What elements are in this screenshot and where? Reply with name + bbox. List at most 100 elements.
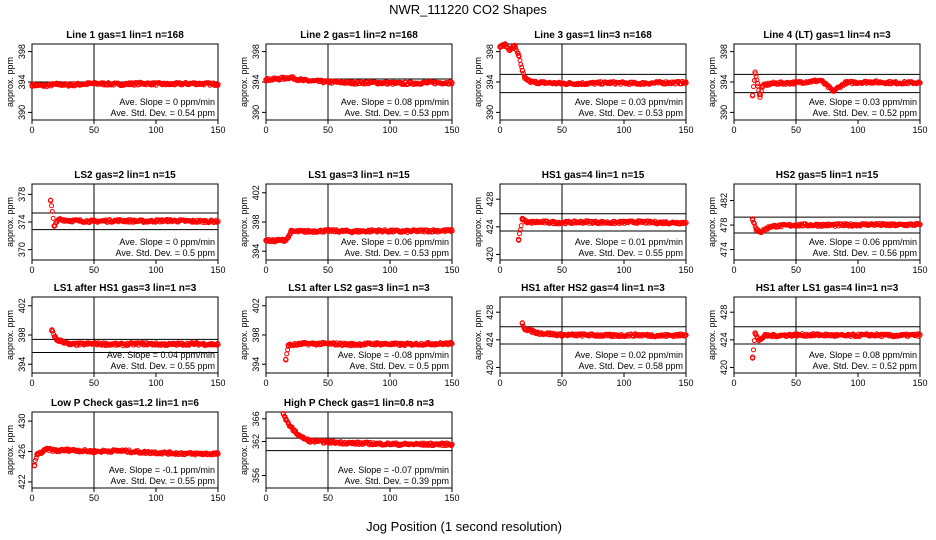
y-tick-label: 362 (251, 434, 261, 449)
std-dev-annotation: Ave. Std. Dev. = 0.52 ppm (813, 361, 917, 371)
data-point (49, 209, 55, 214)
data-point (528, 79, 534, 85)
y-axis-label: approx. ppm (473, 57, 483, 107)
data-point (658, 80, 664, 86)
x-tick-label: 50 (791, 125, 801, 135)
data-point (768, 333, 774, 339)
y-tick-label: 394 (251, 74, 261, 89)
data-point (300, 228, 306, 235)
data-point (66, 217, 72, 224)
y-tick-label: 398 (251, 44, 261, 59)
std-dev-annotation: Ave. Std. Dev. = 0.5 ppm (350, 361, 449, 371)
y-tick-label: 426 (17, 444, 27, 459)
y-tick-label: 390 (719, 105, 729, 120)
y-tick-label: 370 (17, 242, 27, 257)
panel-10: LS1 after LS2 gas=3 lin=1 n=3 0 50 100 150 39… (239, 283, 460, 388)
data-point (522, 75, 528, 81)
std-dev-annotation: Ave. Std. Dev. = 0.55 ppm (579, 248, 683, 258)
data-point (116, 341, 122, 348)
std-dev-annotation: Ave. Std. Dev. = 0.52 ppm (813, 108, 917, 118)
data-point (519, 67, 525, 74)
x-tick-label: 0 (263, 125, 268, 135)
data-point (424, 80, 430, 86)
slope-annotation: Ave. Slope = 0 ppm/min (119, 97, 215, 107)
data-point (41, 83, 48, 89)
x-tick-label: 0 (497, 265, 502, 275)
data-point (374, 80, 381, 86)
data-point (559, 332, 565, 338)
x-tick-label: 50 (791, 265, 801, 275)
panel-8: HS2 gas=5 lin=1 n=15 0 50 100 150 474 478 482ap… (707, 170, 928, 275)
data-point (91, 341, 97, 347)
data-point (291, 428, 298, 434)
data-point (190, 341, 196, 347)
data-point (762, 333, 768, 339)
data-point (33, 455, 39, 461)
data-point (47, 197, 54, 204)
x-tick-label: 100 (148, 378, 163, 388)
panel-13: Low P Check gas=1.2 lin=1 n=6 0 50 100 150 42… (5, 398, 226, 503)
data-point (752, 69, 758, 75)
y-tick-label: 374 (17, 214, 27, 229)
panel-14: High P Check gas=1 lin=0.8 n=3 0 50 100 150 3… (239, 398, 460, 503)
data-point (39, 449, 45, 455)
data-point (269, 238, 275, 244)
panel-title: LS1 gas=3 lin=1 n=15 (308, 170, 410, 181)
data-point (34, 451, 40, 458)
y-tick-label: 482 (719, 193, 729, 208)
x-tick-label: 150 (210, 265, 225, 275)
y-tick-label: 394 (251, 357, 261, 372)
data-point (44, 446, 50, 452)
slope-annotation: Ave. Slope = 0.06 ppm/min (341, 237, 449, 247)
x-tick-label: 0 (29, 493, 34, 503)
data-point (751, 219, 756, 225)
panel-7: HS1 gas=4 lin=1 n=15 0 50 100 150 420 424 428ap… (473, 170, 694, 275)
data-point (399, 441, 406, 447)
data-point (214, 219, 220, 225)
y-tick-label: 478 (719, 218, 729, 233)
data-point (325, 79, 331, 85)
y-axis-label: approx. ppm (239, 57, 249, 107)
panel-title: Line 2 gas=1 lin=2 n=168 (300, 30, 418, 41)
data-point (519, 215, 525, 222)
slope-annotation: Ave. Slope = -0.08 ppm/min (338, 350, 449, 360)
data-point (449, 341, 455, 347)
data-point (275, 76, 282, 82)
std-dev-annotation: Ave. Std. Dev. = 0.58 ppm (579, 361, 683, 371)
data-point (29, 82, 35, 88)
slope-annotation: Ave. Slope = 0.03 ppm/min (809, 97, 917, 107)
data-point (757, 94, 763, 100)
y-axis-label: approx. ppm (5, 57, 15, 107)
data-point (518, 223, 524, 229)
x-tick-label: 150 (678, 265, 693, 275)
data-point (215, 341, 221, 348)
data-point (424, 441, 430, 447)
data-point (751, 220, 757, 226)
data-point (165, 341, 172, 348)
x-tick-label: 100 (850, 378, 865, 388)
std-dev-annotation: Ave. Std. Dev. = 0.55 ppm (111, 361, 215, 371)
y-tick-label: 394 (251, 244, 261, 259)
data-point (518, 62, 524, 67)
y-axis-label: approx. ppm (5, 310, 15, 360)
y-axis-label: approx. ppm (707, 310, 717, 360)
data-point (758, 229, 764, 235)
panel-title: LS2 gas=2 lin=1 n=15 (74, 170, 176, 181)
x-tick-label: 150 (444, 493, 459, 503)
data-point (608, 220, 615, 226)
y-tick-label: 424 (719, 332, 729, 347)
x-tick-label: 100 (850, 265, 865, 275)
data-point (49, 327, 55, 334)
y-axis-label: approx. ppm (5, 197, 15, 247)
data-point (515, 236, 522, 243)
data-point (528, 328, 534, 334)
data-point (91, 218, 97, 225)
data-point (66, 341, 72, 348)
data-point (867, 79, 874, 85)
data-point (842, 222, 849, 228)
data-point (140, 218, 147, 225)
panel-title: High P Check gas=1 lin=0.8 n=3 (284, 398, 435, 409)
data-point (300, 341, 306, 347)
data-point (633, 219, 640, 225)
x-tick-label: 150 (444, 265, 459, 275)
